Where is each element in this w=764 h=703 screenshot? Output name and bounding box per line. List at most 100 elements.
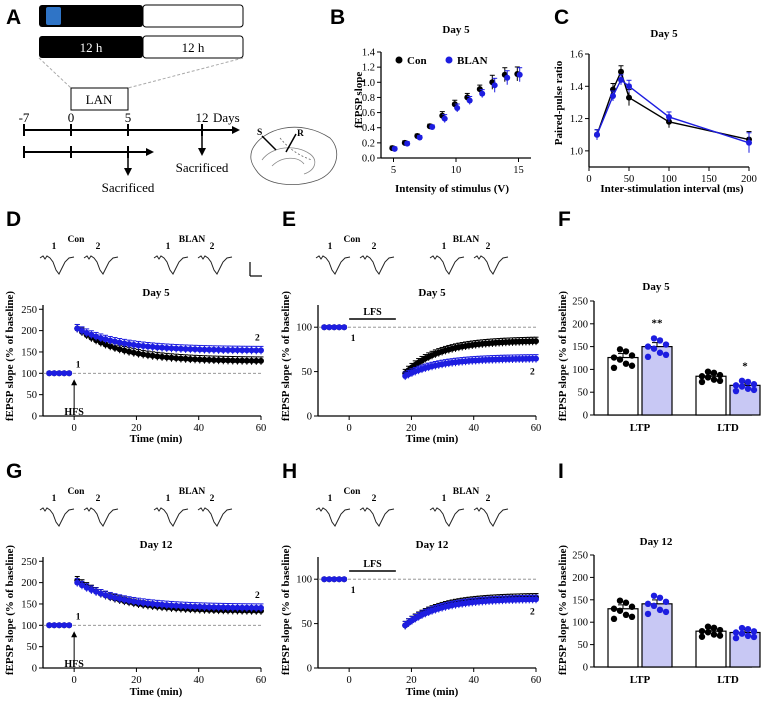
panel-d-con-point-18 (159, 353, 166, 360)
panel-d-marker-2: 2 (255, 334, 260, 344)
panel-i-dot-con-ltd-1 (704, 629, 712, 636)
panel-b-title: Day 5 (442, 24, 470, 36)
panel-e-con-point-39 (533, 338, 539, 345)
panel-i-ytick-label-5: 250 (572, 551, 588, 562)
panel-e-blan-baseline-point-2 (331, 324, 338, 331)
panel-c-plot-area: 1.0 1.2 1.4 1.6 0 50 100 150 200 (570, 50, 757, 186)
panel-e-ytick-label-2: 100 (296, 323, 312, 334)
panel-h-blan-baseline-point-2 (331, 576, 338, 583)
panel-e-marker-1: 1 (351, 334, 356, 344)
panel-g-blan-point-13 (135, 599, 142, 606)
panel-b-ytick-label-6: 1.2 (362, 63, 375, 74)
panel-g-ytick-label-3: 150 (21, 599, 37, 610)
panel-d-blan-point-10 (121, 340, 128, 347)
panel-d-con-point-25 (192, 356, 199, 363)
panel-d-con-point-15 (144, 352, 151, 359)
blue-light-pulse (46, 7, 61, 25)
panel-g-blan-point-25 (192, 603, 199, 610)
panel-i-dot-con-ltd-2 (710, 624, 718, 631)
panel-d-trace-number-0: 1 (52, 242, 57, 252)
panel-f-ytick-label-1: 50 (578, 388, 589, 399)
panel-d-blan-point-39 (258, 347, 264, 354)
panel-i-ytick-label-4: 200 (572, 573, 588, 584)
panel-h-ytick-label-0: 0 (307, 664, 312, 675)
panel-d-blan-point-28 (206, 346, 213, 353)
panel-g-blan-point-39 (258, 604, 264, 611)
panel-f-significance-0: ** (652, 318, 664, 330)
panel-i-dot-blan-ltd-4 (732, 629, 740, 636)
panel-g-blan-point-37 (248, 604, 255, 611)
panel-e-xtick-label-1: 20 (406, 423, 417, 434)
panel-d-xtick-label-1: 20 (131, 423, 142, 434)
panel-d-con-point-23 (182, 355, 189, 362)
stimulating-electrode (261, 135, 277, 151)
panel-g-blan-point-36 (243, 604, 250, 611)
panel-label-i: I (558, 460, 564, 483)
panel-g-blan-point-19 (163, 602, 170, 609)
panel-d-trace-number-3: 2 (210, 242, 215, 252)
panel-e-blan-baseline-point-0 (321, 324, 328, 331)
panel-d-blan-point-11 (126, 341, 133, 348)
panel-f-ytick-label-5: 250 (572, 297, 588, 308)
zoom-guide-right (127, 57, 244, 89)
panel-b-ytick-label-2: 0.4 (362, 123, 376, 134)
panel-h-trace-label-con: Con (344, 487, 362, 497)
panel-f-dot-con-ltp-3 (628, 362, 636, 369)
panel-g-ytick-label-4: 200 (21, 578, 37, 589)
panel-c-blan-line (596, 78, 750, 144)
panel-label-b: B (330, 6, 345, 29)
panel-i-category-label-1: LTD (717, 674, 739, 686)
panel-d-blan-point-26 (196, 346, 203, 353)
panel-h-blan-baseline-point-4 (341, 576, 348, 583)
panel-b-blan-point-3 (429, 123, 436, 130)
panel-e-trace-2 (429, 255, 465, 275)
panel-label-f: F (558, 208, 571, 231)
panel-b-xtick-label-0: 5 (391, 165, 396, 176)
panel-d-trace-number-2: 1 (166, 242, 171, 252)
panel-d-trace-2 (153, 255, 189, 275)
panel-d-con-point-13 (135, 350, 142, 357)
panel-b-blan-point-8 (491, 82, 498, 89)
panel-h-trace-number-2: 1 (442, 494, 447, 504)
panel-d-ytick-label-1: 50 (27, 390, 38, 401)
panel-d-blan-point-16 (149, 343, 156, 350)
timeline-days-label: Days (213, 110, 240, 125)
panel-d-blan-point-7 (107, 337, 114, 344)
panel-d-blan-point-21 (173, 345, 180, 352)
panel-f-dot-blan-ltd-1 (738, 383, 746, 390)
panel-f-dot-con-ltp-1 (616, 356, 624, 363)
panel-d-con-point-6 (102, 341, 109, 348)
panel-h-trace-number-0: 1 (328, 494, 333, 504)
legend-blan-marker (445, 56, 453, 64)
panel-i-dot-con-ltd-4 (698, 627, 706, 635)
panel-c-xtick-label-4: 200 (741, 174, 757, 185)
panel-d-blan-point-5 (97, 334, 104, 341)
panel-f-dot-blan-ltp-0 (644, 353, 652, 361)
panel-d-blan-point-3 (88, 331, 95, 338)
panel-h-xtick-label-2: 40 (468, 675, 479, 686)
panel-d-trace-1 (83, 255, 119, 275)
panel-i-ytick-label-2: 100 (572, 618, 588, 629)
panel-b-blan-point-7 (479, 90, 486, 97)
panel-i-dot-con-ltp-7 (628, 603, 636, 610)
panel-g-ytick-label-1: 50 (27, 642, 38, 653)
panel-d-con-point-33 (229, 357, 236, 364)
panel-i-dot-con-ltp-2 (622, 599, 630, 606)
panel-d-example-traces: 1 2 1 2 (39, 242, 233, 275)
panel-e-trace-number-2: 1 (442, 242, 447, 252)
panel-label-h: H (282, 460, 297, 483)
panel-d-xtick-label-2: 40 (193, 423, 204, 434)
panel-c-chart: Day 5 1.0 1.2 1.4 1.6 0 50 100 150 200 Paired-pu… (553, 28, 757, 195)
panel-f-dot-con-ltp-2 (622, 348, 630, 355)
panel-g-blan-point-26 (196, 603, 203, 610)
panel-c-blan-point-4 (666, 113, 672, 120)
panel-i-dot-con-ltd-0 (698, 633, 706, 640)
panel-e-trace-label-blan: BLAN (453, 235, 480, 245)
panel-g-blan-point-22 (177, 603, 184, 610)
panel-label-c: C (554, 6, 569, 29)
timeline-tick-5: 5 (125, 110, 132, 125)
panel-b-blan-point-1 (404, 140, 411, 147)
panel-h-trace-0 (315, 507, 351, 527)
panel-g-marker-2: 2 (255, 591, 260, 601)
panel-g-blan-point-32 (225, 604, 232, 611)
